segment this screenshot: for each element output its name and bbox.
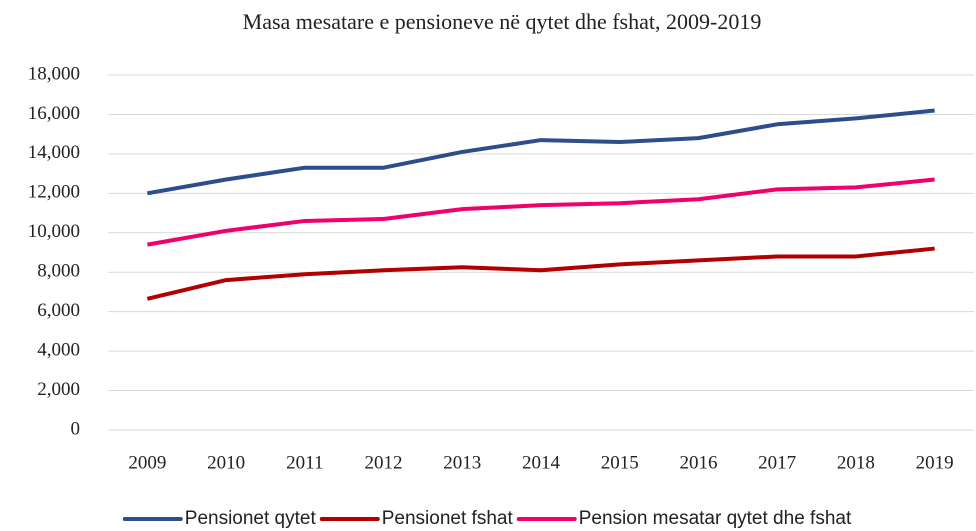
- y-tick-label: 8,000: [37, 261, 80, 282]
- x-tick-label: 2012: [365, 452, 403, 473]
- legend-label: Pensionet fshat: [382, 508, 514, 529]
- x-tick-label: 2013: [443, 452, 481, 473]
- x-tick-label: 2011: [286, 452, 323, 473]
- x-tick-label: 2010: [207, 452, 245, 473]
- y-tick-label: 12,000: [28, 182, 80, 203]
- series-line: [146, 246, 935, 301]
- series-line: [147, 108, 935, 196]
- x-tick-label: 2009: [128, 452, 166, 473]
- x-tick-label: 2016: [679, 452, 717, 473]
- y-tick-label: 0: [71, 418, 81, 439]
- chart-title: Masa mesatare e pensioneve në qytet dhe …: [243, 9, 762, 34]
- y-tick-label: 18,000: [28, 63, 80, 84]
- legend-label: Pension mesatar qytet dhe fshat: [579, 508, 852, 529]
- y-tick-label: 16,000: [28, 103, 80, 124]
- y-tick-label: 4,000: [37, 339, 80, 360]
- x-tick-label: 2015: [601, 452, 639, 473]
- y-tick-label: 6,000: [37, 300, 80, 321]
- x-tick-label: 2014: [522, 452, 561, 473]
- x-tick-label: 2018: [837, 452, 875, 473]
- series-line: [147, 177, 935, 247]
- y-tick-label: 2,000: [37, 379, 80, 400]
- legend-label: Pensionet qytet: [185, 508, 317, 529]
- y-tick-label: 14,000: [28, 142, 80, 163]
- x-tick-label: 2017: [758, 452, 796, 473]
- y-tick-label: 10,000: [28, 221, 80, 242]
- x-tick-label: 2019: [916, 452, 954, 473]
